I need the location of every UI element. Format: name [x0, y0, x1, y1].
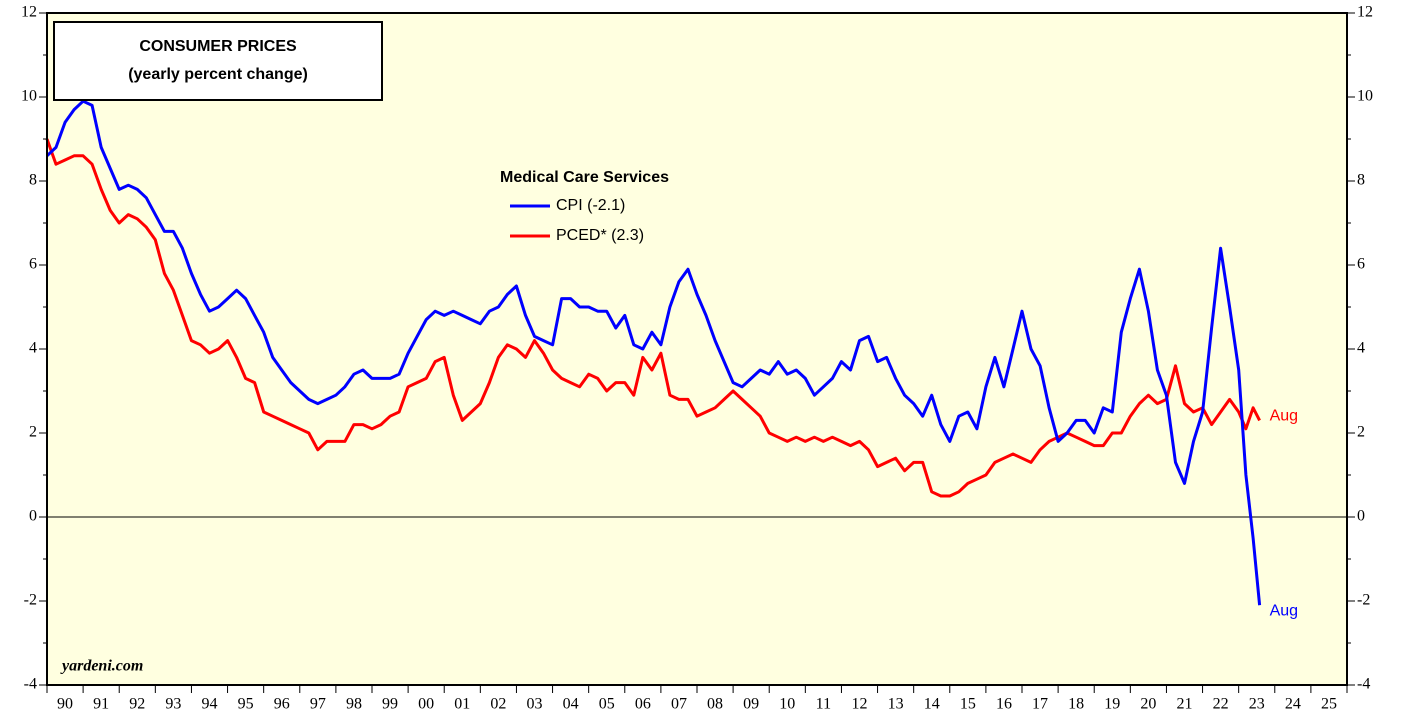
x-tick-label: 16	[996, 696, 1012, 713]
x-tick-label: 95	[238, 696, 254, 713]
legend-label: PCED* (2.3)	[556, 227, 644, 244]
y2-tick-label: 0	[1357, 508, 1365, 525]
end-label: Aug	[1270, 408, 1298, 425]
y-tick-label: -2	[24, 592, 37, 609]
x-tick-label: 17	[1032, 696, 1048, 713]
x-tick-label: 24	[1285, 696, 1301, 713]
x-tick-label: 13	[888, 696, 904, 713]
y2-tick-label: 4	[1357, 340, 1365, 357]
x-tick-label: 04	[563, 696, 579, 713]
x-tick-label: 92	[129, 696, 145, 713]
y-tick-label: 8	[29, 172, 37, 189]
y2-tick-label: -2	[1357, 592, 1370, 609]
x-tick-label: 06	[635, 696, 651, 713]
x-tick-label: 90	[57, 696, 73, 713]
plot-background	[47, 13, 1347, 685]
x-tick-label: 96	[274, 696, 290, 713]
x-tick-label: 01	[454, 696, 470, 713]
x-tick-label: 94	[202, 696, 218, 713]
x-tick-label: 97	[310, 696, 326, 713]
x-tick-label: 12	[852, 696, 868, 713]
legend-label: CPI (-2.1)	[556, 197, 625, 214]
x-tick-label: 20	[1140, 696, 1156, 713]
x-tick-label: 93	[165, 696, 181, 713]
x-tick-label: 25	[1321, 696, 1337, 713]
y2-tick-label: 10	[1357, 88, 1373, 105]
x-tick-label: 08	[707, 696, 723, 713]
x-tick-label: 18	[1068, 696, 1084, 713]
x-tick-label: 19	[1104, 696, 1120, 713]
chart-title: CONSUMER PRICES	[139, 38, 297, 55]
end-label: Aug	[1270, 602, 1298, 619]
x-tick-label: 11	[816, 696, 831, 713]
x-tick-label: 02	[490, 696, 506, 713]
x-tick-label: 22	[1213, 696, 1229, 713]
y-tick-label: 4	[29, 340, 37, 357]
y-tick-label: 2	[29, 424, 37, 441]
series-line	[45, 99, 1262, 606]
y2-tick-label: 8	[1357, 172, 1365, 189]
x-tick-label: 03	[527, 696, 543, 713]
y2-tick-label: 6	[1357, 256, 1365, 273]
legend-title: Medical Care Services	[500, 169, 669, 186]
x-tick-label: 05	[599, 696, 615, 713]
y-tick-label: 10	[21, 88, 37, 105]
x-tick-label: 21	[1177, 696, 1193, 713]
y2-tick-label: -4	[1357, 676, 1370, 693]
y-tick-label: 0	[29, 508, 37, 525]
plot-border	[46, 12, 1348, 686]
x-tick-label: 99	[382, 696, 398, 713]
x-tick-label: 00	[418, 696, 434, 713]
x-tick-label: 91	[93, 696, 109, 713]
y-tick-label: -4	[24, 676, 37, 693]
y-tick-label: 6	[29, 256, 37, 273]
x-tick-label: 14	[924, 696, 940, 713]
chart-title: (yearly percent change)	[128, 66, 308, 83]
source: yardeni.com	[60, 658, 143, 675]
y-tick-label: 12	[21, 4, 37, 21]
y2-tick-label: 12	[1357, 4, 1373, 21]
y2-tick-label: 2	[1357, 424, 1365, 441]
x-tick-label: 23	[1249, 696, 1265, 713]
x-tick-label: 07	[671, 696, 687, 713]
x-tick-label: 15	[960, 696, 976, 713]
x-tick-label: 09	[743, 696, 759, 713]
series-line	[45, 138, 1261, 498]
title-box	[53, 21, 383, 101]
x-tick-label: 98	[346, 696, 362, 713]
x-tick-label: 10	[779, 696, 795, 713]
